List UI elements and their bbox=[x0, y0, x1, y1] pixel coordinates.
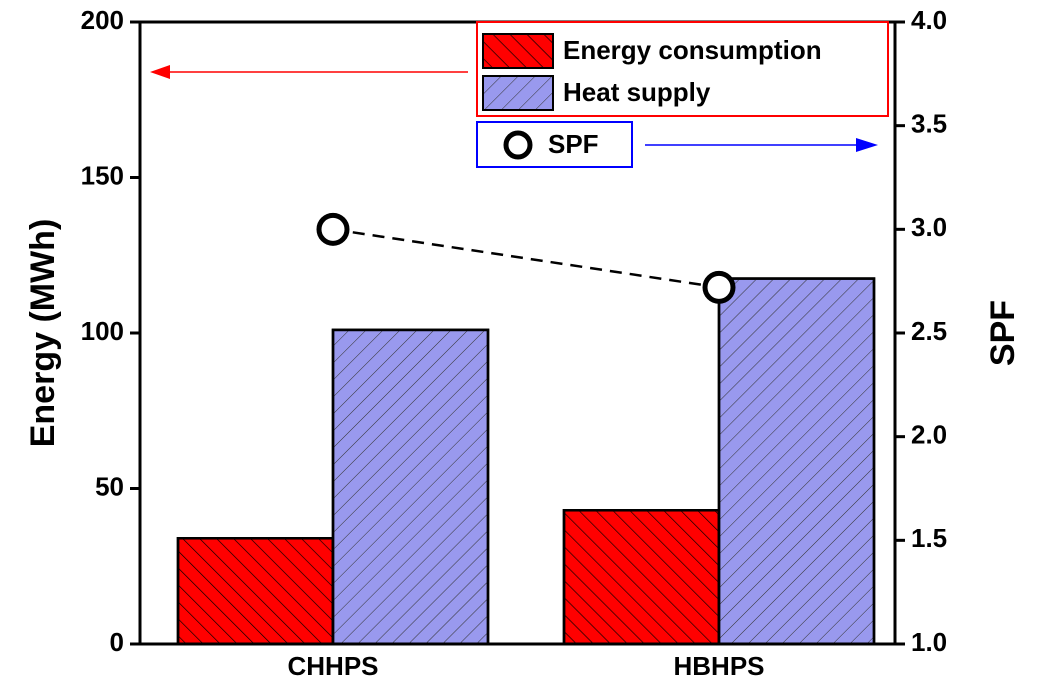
arrow-head-right bbox=[856, 138, 878, 152]
y-tick-label: 150 bbox=[81, 160, 124, 190]
y-axis-label: Energy (MWh) bbox=[24, 219, 62, 448]
legend-label: SPF bbox=[548, 129, 599, 159]
x-tick-label: CHHPS bbox=[287, 651, 378, 681]
y2-tick-label: 2.5 bbox=[911, 316, 947, 346]
y-tick-label: 100 bbox=[81, 316, 124, 346]
y2-tick-label: 4.0 bbox=[911, 5, 947, 35]
bar-hatch bbox=[176, 537, 335, 646]
spf-marker bbox=[702, 270, 736, 304]
spf-line bbox=[332, 228, 720, 289]
y2-tick-label: 1.0 bbox=[911, 627, 947, 657]
x-tick-label: HBHPS bbox=[673, 651, 764, 681]
y-tick-label: 0 bbox=[110, 627, 124, 657]
y2-tick-label: 3.5 bbox=[911, 109, 947, 139]
bar-hatch bbox=[717, 277, 876, 646]
y2-tick-label: 2.0 bbox=[911, 420, 947, 450]
legend-box-spf bbox=[476, 121, 633, 168]
y2-tick-label: 1.5 bbox=[911, 523, 947, 553]
legend-swatch-hatch bbox=[482, 33, 554, 69]
legend-marker bbox=[503, 130, 533, 160]
y2-tick-label: 3.0 bbox=[911, 212, 947, 242]
legend-label: Heat supply bbox=[563, 77, 711, 107]
y2-axis-label: SPF bbox=[984, 300, 1022, 366]
legend-swatch-hatch bbox=[482, 75, 554, 111]
y-tick-label: 50 bbox=[95, 471, 124, 501]
bar-hatch bbox=[331, 328, 490, 646]
legend-label: Energy consumption bbox=[563, 35, 822, 65]
bar-hatch bbox=[562, 509, 721, 646]
arrow-head-left bbox=[150, 65, 170, 79]
y-tick-label: 200 bbox=[81, 5, 124, 35]
spf-marker bbox=[316, 212, 350, 246]
